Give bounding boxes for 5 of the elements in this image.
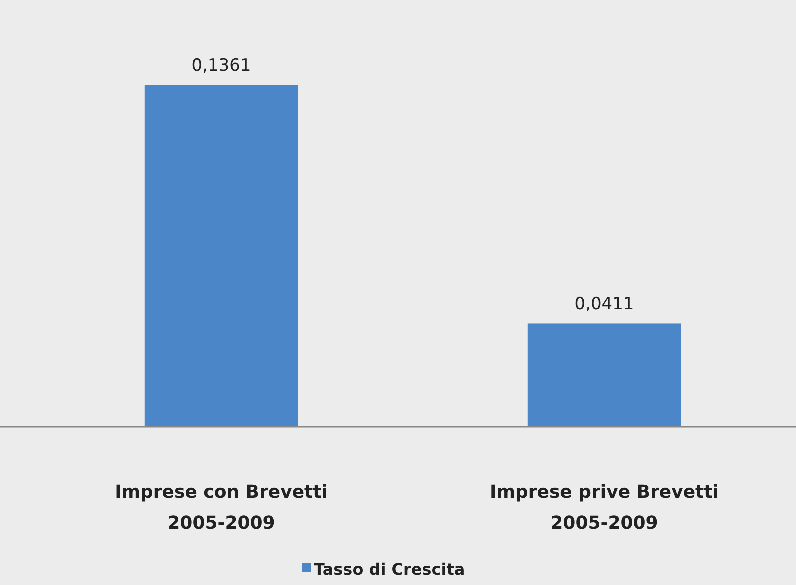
data-label: 0,0411	[574, 294, 634, 315]
x-tick-label: Imprese prive Brevetti 2005-2009	[490, 482, 719, 534]
legend-label: Tasso di Crescita	[314, 560, 466, 579]
data-label: 0,1361	[192, 56, 252, 76]
x-tick-label: Imprese con Brevetti 2005-2009	[115, 482, 328, 534]
